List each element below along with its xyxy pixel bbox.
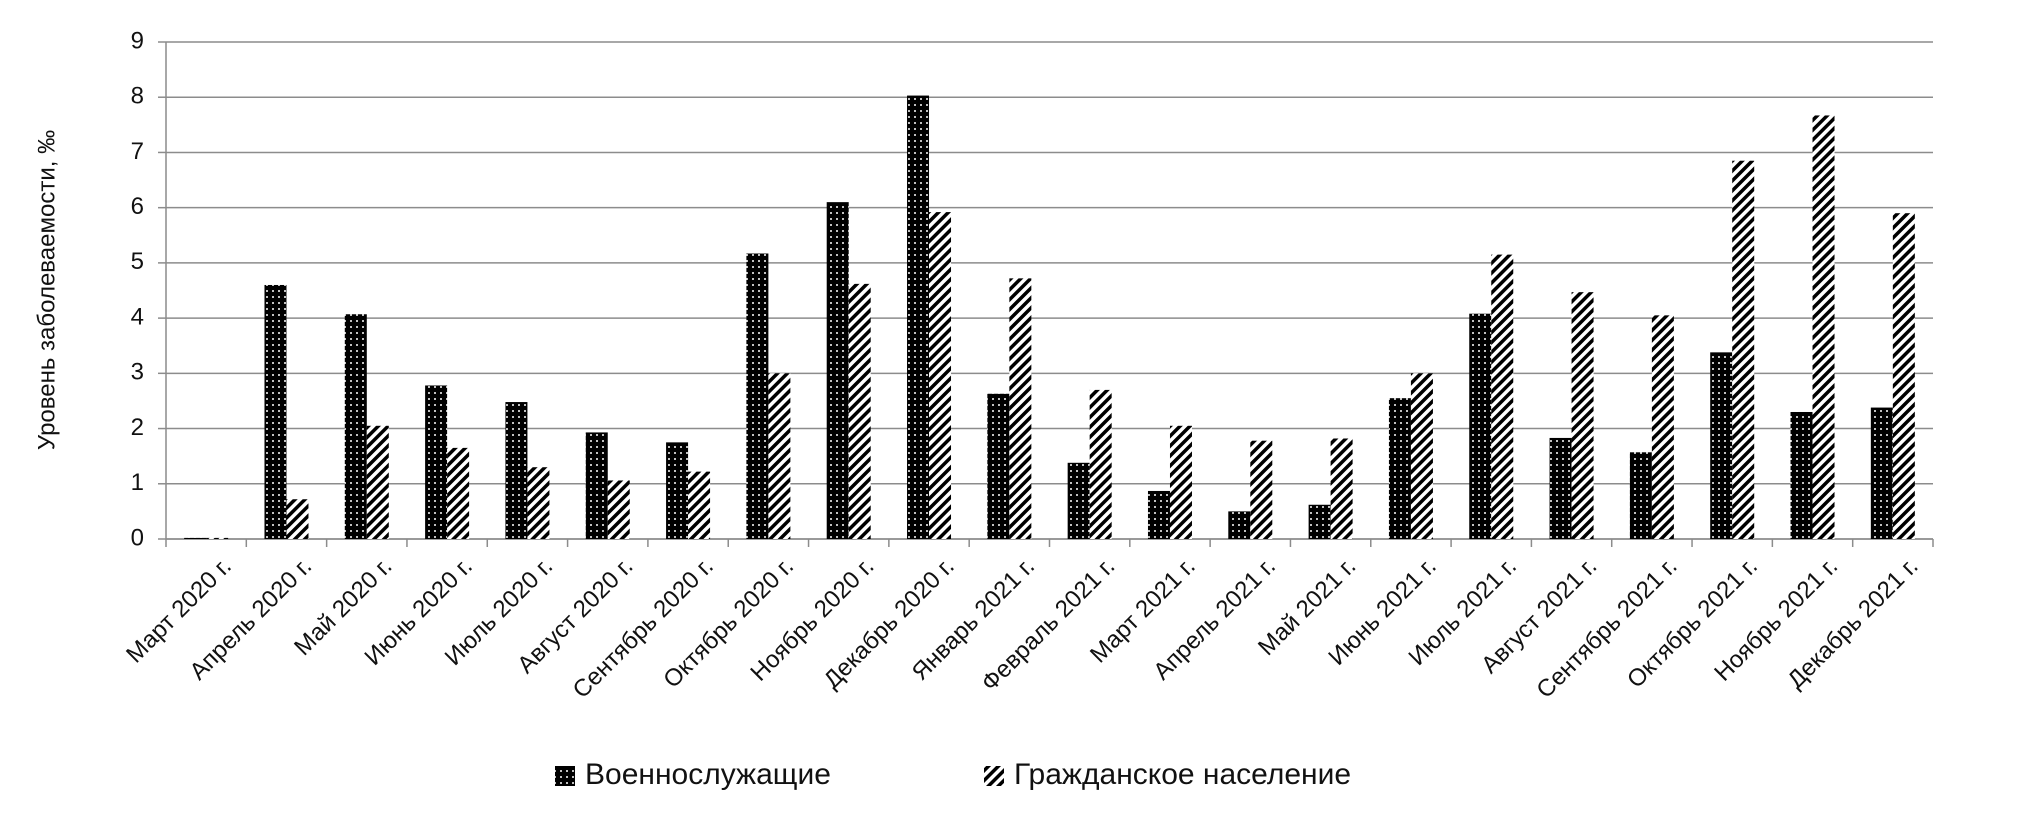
bar xyxy=(1009,278,1032,539)
bar xyxy=(1089,389,1112,539)
bar xyxy=(1732,160,1755,539)
bar xyxy=(1571,292,1594,539)
bar xyxy=(1629,452,1652,539)
bar xyxy=(206,537,229,539)
bar xyxy=(1388,398,1411,539)
bar xyxy=(929,212,952,539)
bar xyxy=(264,284,287,539)
legend-label: Гражданское население xyxy=(1014,758,1351,791)
y-tick-label: 7 xyxy=(131,138,144,165)
bar xyxy=(768,373,791,539)
y-tick-label: 3 xyxy=(131,359,144,386)
y-tick-label: 9 xyxy=(131,27,144,54)
bar xyxy=(184,537,207,539)
y-tick-label: 2 xyxy=(131,414,144,441)
bar xyxy=(1330,438,1353,539)
bar xyxy=(746,253,769,540)
bar xyxy=(1790,411,1813,539)
bar xyxy=(1491,254,1514,539)
legend-marker xyxy=(984,766,1004,786)
bar xyxy=(688,471,711,539)
bar xyxy=(1067,462,1090,539)
bar xyxy=(666,442,689,539)
y-tick-label: 5 xyxy=(131,248,144,275)
y-tick-label: 8 xyxy=(131,83,144,110)
x-tick-label: Сентябрь 2020 г. xyxy=(568,553,719,704)
bar xyxy=(447,447,470,539)
bar xyxy=(366,425,389,539)
bar xyxy=(286,499,309,539)
bar xyxy=(1169,425,1192,539)
bar xyxy=(1710,352,1733,539)
bar xyxy=(607,480,630,539)
bar xyxy=(1308,504,1331,539)
bar xyxy=(585,432,608,539)
y-tick-label: 0 xyxy=(131,524,144,551)
x-tick-label: Сентябрь 2021 г. xyxy=(1531,553,1682,704)
bar xyxy=(1892,213,1915,539)
bar xyxy=(826,202,849,539)
y-tick-label: 6 xyxy=(131,193,144,220)
bar xyxy=(1870,407,1893,539)
x-tick-label: Февраль 2021 г. xyxy=(976,553,1120,697)
y-tick-label: 1 xyxy=(131,469,144,496)
bar xyxy=(505,402,528,539)
bar xyxy=(527,467,550,539)
bar xyxy=(848,283,871,539)
bar xyxy=(1812,115,1835,539)
bar xyxy=(987,393,1010,539)
bar xyxy=(1651,315,1674,539)
bar xyxy=(1228,511,1251,539)
bar xyxy=(425,385,448,539)
bar xyxy=(1549,437,1572,539)
bar xyxy=(1147,490,1170,539)
bar xyxy=(1469,313,1492,539)
legend-marker xyxy=(555,766,575,786)
y-axis-label: Уровень заболеваемости, ‰ xyxy=(33,130,60,450)
y-tick-label: 4 xyxy=(131,303,144,330)
bar xyxy=(1410,373,1433,539)
bar xyxy=(907,95,930,539)
bar xyxy=(1250,440,1273,539)
bar xyxy=(344,314,367,539)
legend-label: Военнослужащие xyxy=(585,758,831,791)
